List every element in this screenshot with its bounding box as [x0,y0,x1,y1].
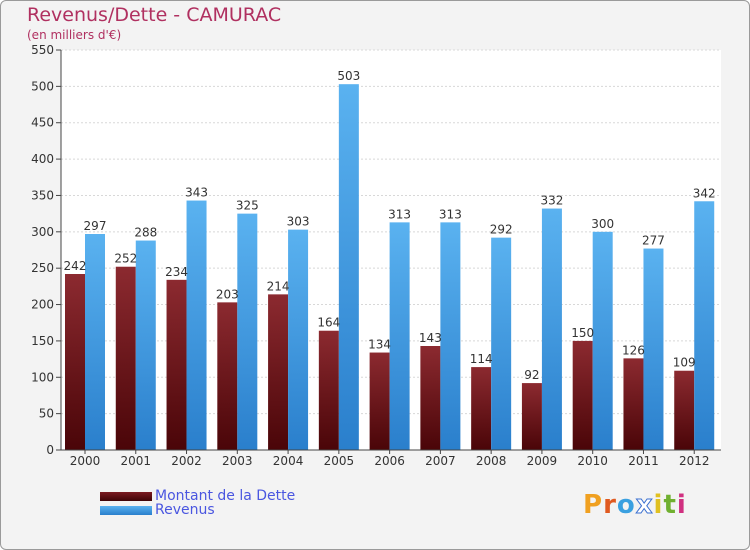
bar-revenus [694,201,715,450]
legend-item-revenus: Revenus [100,502,215,518]
legend-swatch-revenus [100,505,152,515]
x-tick-label: 2004 [273,454,304,468]
y-tick-label: 300 [31,225,54,239]
bar-revenus [338,84,359,450]
legend-label-dette: Montant de la Dette [155,488,296,504]
y-tick-label: 0 [46,443,54,457]
data-label-dette: 252 [114,252,137,266]
bar-revenus [440,222,461,450]
data-label-revenus: 343 [185,186,208,200]
bar-dette [521,383,542,450]
data-label-dette: 109 [673,356,696,370]
data-label-revenus: 332 [540,194,563,208]
data-label-dette: 164 [317,316,340,330]
bar-revenus [389,222,410,450]
logo-letter: r [603,490,617,520]
data-label-dette: 92 [524,368,539,382]
x-tick-label: 2005 [324,454,355,468]
legend-swatch-dette [100,491,152,501]
chart-subtitle: (en milliers d'€) [27,28,122,42]
bar-revenus [491,237,512,450]
data-label-revenus: 292 [490,223,513,237]
bar-dette [217,302,238,450]
bar-dette [674,370,695,450]
x-tick-label: 2001 [120,454,151,468]
bar-revenus [643,248,664,450]
bar-dette [65,274,85,450]
data-label-dette: 126 [622,343,645,357]
bar-revenus [135,240,156,450]
x-tick-label: 2006 [374,454,405,468]
x-tick-label: 2007 [425,454,456,468]
data-label-revenus: 288 [134,226,157,240]
data-label-dette: 150 [571,326,594,340]
bar-revenus [237,213,258,450]
data-label-revenus: 313 [439,207,462,221]
x-tick-label: 2009 [527,454,558,468]
bar-dette [369,352,390,450]
x-tick-label: 2012 [679,454,710,468]
bar-dette [420,346,441,450]
x-tick-label: 2010 [577,454,608,468]
data-label-revenus: 313 [388,207,411,221]
data-label-revenus: 300 [591,217,614,231]
data-label-dette: 134 [368,338,391,352]
bar-dette [572,340,593,450]
bar-dette [115,266,136,450]
y-tick-label: 250 [31,261,54,275]
data-label-revenus: 303 [287,215,310,229]
x-tick-label: 2003 [222,454,253,468]
x-tick-label: 2011 [628,454,659,468]
data-label-revenus: 297 [84,219,107,233]
data-label-dette: 242 [64,259,87,273]
bar-dette [623,358,644,450]
y-tick-label: 400 [31,152,54,166]
logo-letter: x [635,490,654,521]
data-label-revenus: 277 [642,234,665,248]
y-tick-label: 550 [31,43,54,57]
legend-label-revenus: Revenus [155,502,215,518]
logo-letter: i [676,490,687,520]
logo-letter: t [663,490,677,520]
x-tick-label: 2000 [70,454,101,468]
bar-dette [471,367,492,450]
data-label-revenus: 325 [236,199,259,213]
bar-revenus [592,231,613,450]
y-tick-label: 200 [31,298,54,312]
y-tick-label: 350 [31,188,54,202]
legend-item-dette: Montant de la Dette [100,488,295,504]
bar-dette [268,294,289,450]
logo-letter: o [616,490,636,520]
data-label-revenus: 503 [337,69,360,83]
bar-revenus [288,229,309,450]
y-tick-label: 150 [31,334,54,348]
chart-title: Revenus/Dette - CAMURAC [27,4,282,26]
y-tick-label: 50 [39,407,54,421]
x-tick-label: 2002 [171,454,202,468]
data-label-dette: 214 [267,279,290,293]
bar-dette [318,330,339,450]
y-tick-label: 100 [31,370,54,384]
proxiti-logo: Proxiti [583,490,687,521]
data-label-dette: 114 [470,352,493,366]
bar-revenus [541,208,562,450]
data-label-revenus: 342 [693,186,716,200]
y-tick-label: 500 [31,79,54,93]
logo-letter: i [653,490,664,520]
bar-revenus [186,200,207,450]
logo-letter: P [583,490,604,520]
data-label-dette: 203 [216,287,239,301]
y-tick-label: 450 [31,116,54,130]
data-label-dette: 143 [419,331,442,345]
bar-dette [166,279,187,450]
bar-revenus [85,234,105,450]
x-tick-label: 2008 [476,454,507,468]
data-label-dette: 234 [165,265,188,279]
